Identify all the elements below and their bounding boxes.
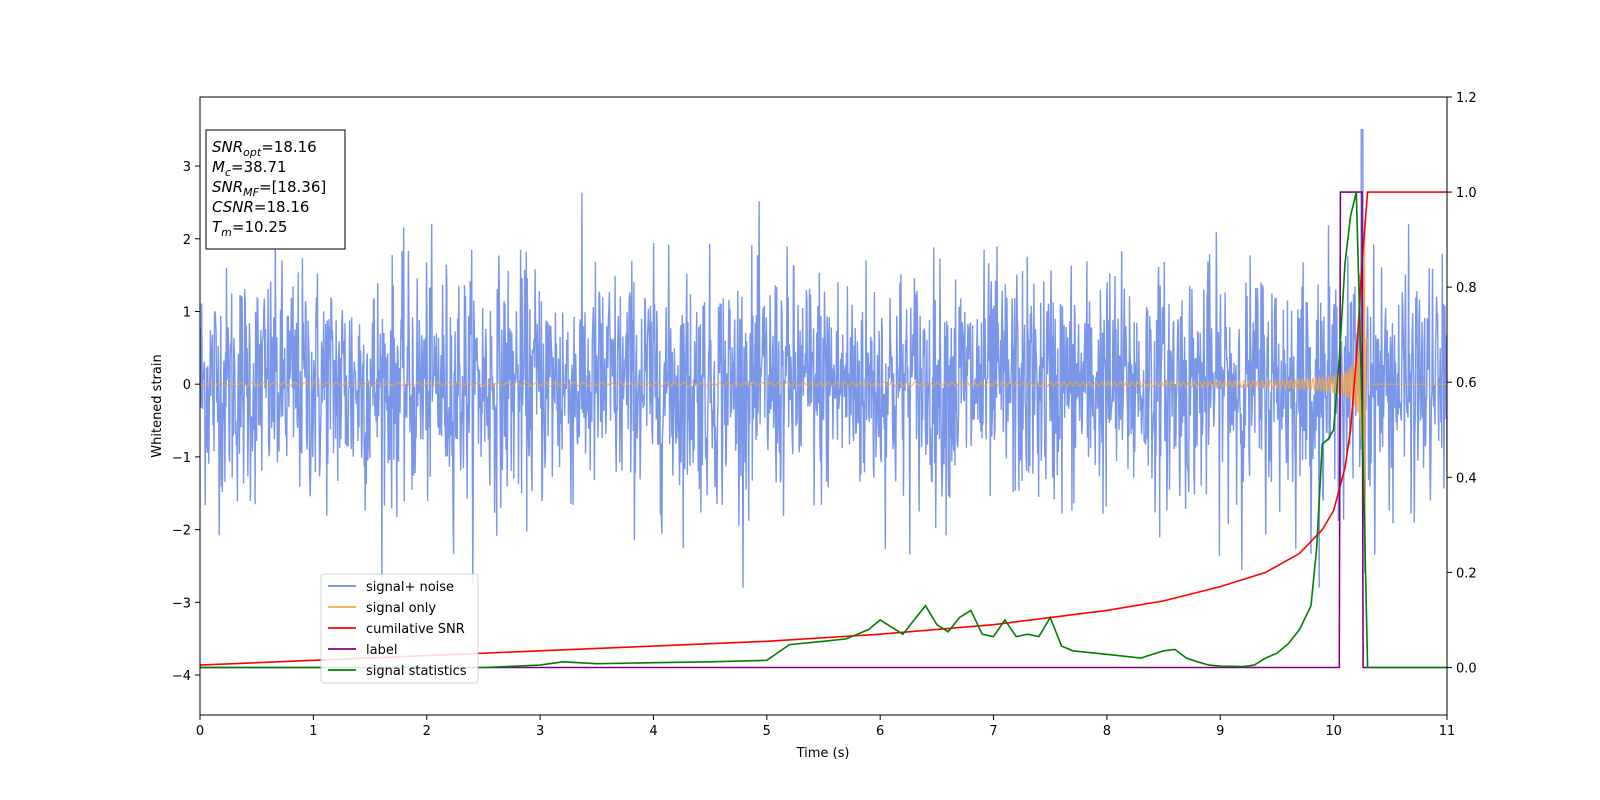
series-signal-only bbox=[200, 220, 1447, 528]
x-axis: 0 1 2 3 4 5 6 7 8 9 10 11 bbox=[196, 715, 1455, 739]
annotation-sub: opt bbox=[243, 146, 262, 159]
x-tick-label: 1 bbox=[309, 724, 317, 739]
annotation-line: SNRMF=[18.36] bbox=[212, 178, 326, 199]
y2-tick-label: 0.0 bbox=[1456, 661, 1477, 676]
legend-frame bbox=[320, 573, 479, 684]
plot-frame bbox=[199, 96, 1448, 716]
annotation-var: CSNR bbox=[212, 198, 254, 216]
annotation-line: Mc=38.71 bbox=[212, 158, 287, 179]
x-tick-label: 4 bbox=[649, 724, 657, 739]
stats-annotation-box: SNRopt=18.16Mc=38.71SNRMF=[18.36]CSNR=18… bbox=[205, 129, 346, 250]
y2-tick-label: 1.2 bbox=[1456, 91, 1477, 106]
x-tick-label: 3 bbox=[536, 724, 544, 739]
annotation-var: SNR bbox=[212, 178, 243, 196]
series-signal-plus-noise bbox=[200, 128, 1447, 588]
y2-tick-label: 0.8 bbox=[1456, 281, 1477, 296]
x-tick-label: 7 bbox=[989, 724, 997, 739]
legend-label: cumilative SNR bbox=[366, 622, 465, 637]
y-tick-label: −3 bbox=[172, 596, 191, 611]
y-tick-label: 0 bbox=[183, 378, 191, 393]
series-signal-statistics bbox=[200, 191, 1447, 669]
annotation-line: CSNR=18.16 bbox=[212, 198, 309, 216]
y-axis-left: −4 −3 −2 −1 0 1 2 3 bbox=[172, 160, 200, 684]
x-tick-label: 5 bbox=[763, 724, 771, 739]
y2-tick-label: 0.6 bbox=[1456, 376, 1477, 391]
x-tick-label: 10 bbox=[1325, 724, 1342, 739]
annotation-line: SNRopt=18.16 bbox=[212, 138, 317, 159]
annotation-value: =18.16 bbox=[261, 138, 317, 156]
x-tick-label: 8 bbox=[1103, 724, 1111, 739]
x-axis-label: Time (s) bbox=[796, 746, 850, 761]
x-tick-label: 6 bbox=[876, 724, 884, 739]
series-cumulative-snr bbox=[200, 191, 1447, 666]
annotation-var: SNR bbox=[212, 138, 243, 156]
y-axis-right: 0.0 0.2 0.4 0.6 0.8 1.0 1.2 bbox=[1447, 91, 1477, 676]
legend-label: signal+ noise bbox=[366, 580, 454, 595]
y-tick-label: 2 bbox=[183, 233, 191, 248]
annotation-var: M bbox=[212, 158, 225, 176]
y-tick-label: 1 bbox=[183, 305, 191, 320]
legend-label: signal only bbox=[366, 601, 436, 616]
y2-tick-label: 0.4 bbox=[1456, 471, 1477, 486]
annotation-value: =38.71 bbox=[231, 158, 287, 176]
y-tick-label: 3 bbox=[183, 160, 191, 175]
legend: signal+ noise signal only cumilative SNR la… bbox=[320, 573, 479, 684]
y2-tick-label: 0.2 bbox=[1456, 566, 1477, 581]
annotation-value: =10.25 bbox=[232, 218, 288, 236]
annotation-value: =18.16 bbox=[254, 198, 310, 216]
annotation-value: =[18.36] bbox=[259, 178, 326, 196]
y-tick-label: −4 bbox=[172, 669, 191, 684]
x-tick-label: 9 bbox=[1216, 724, 1224, 739]
y-axis-label: Whitened strain bbox=[150, 354, 165, 457]
annotation-sub: m bbox=[221, 226, 232, 239]
y2-tick-label: 1.0 bbox=[1456, 186, 1477, 201]
y-tick-label: −1 bbox=[172, 451, 191, 466]
x-tick-label: 2 bbox=[423, 724, 431, 739]
annotation-var: T bbox=[212, 218, 223, 236]
annotation-sub: MF bbox=[243, 186, 259, 199]
y-tick-label: −2 bbox=[172, 524, 191, 539]
annotation-line: Tm=10.25 bbox=[212, 218, 287, 239]
annotation-frame bbox=[205, 129, 346, 250]
x-tick-label: 11 bbox=[1439, 724, 1456, 739]
x-tick-label: 0 bbox=[196, 724, 204, 739]
legend-label: label bbox=[366, 643, 397, 658]
annotation-sub: c bbox=[225, 166, 231, 179]
legend-label: signal statistics bbox=[366, 664, 467, 679]
series-layer bbox=[200, 128, 1447, 669]
